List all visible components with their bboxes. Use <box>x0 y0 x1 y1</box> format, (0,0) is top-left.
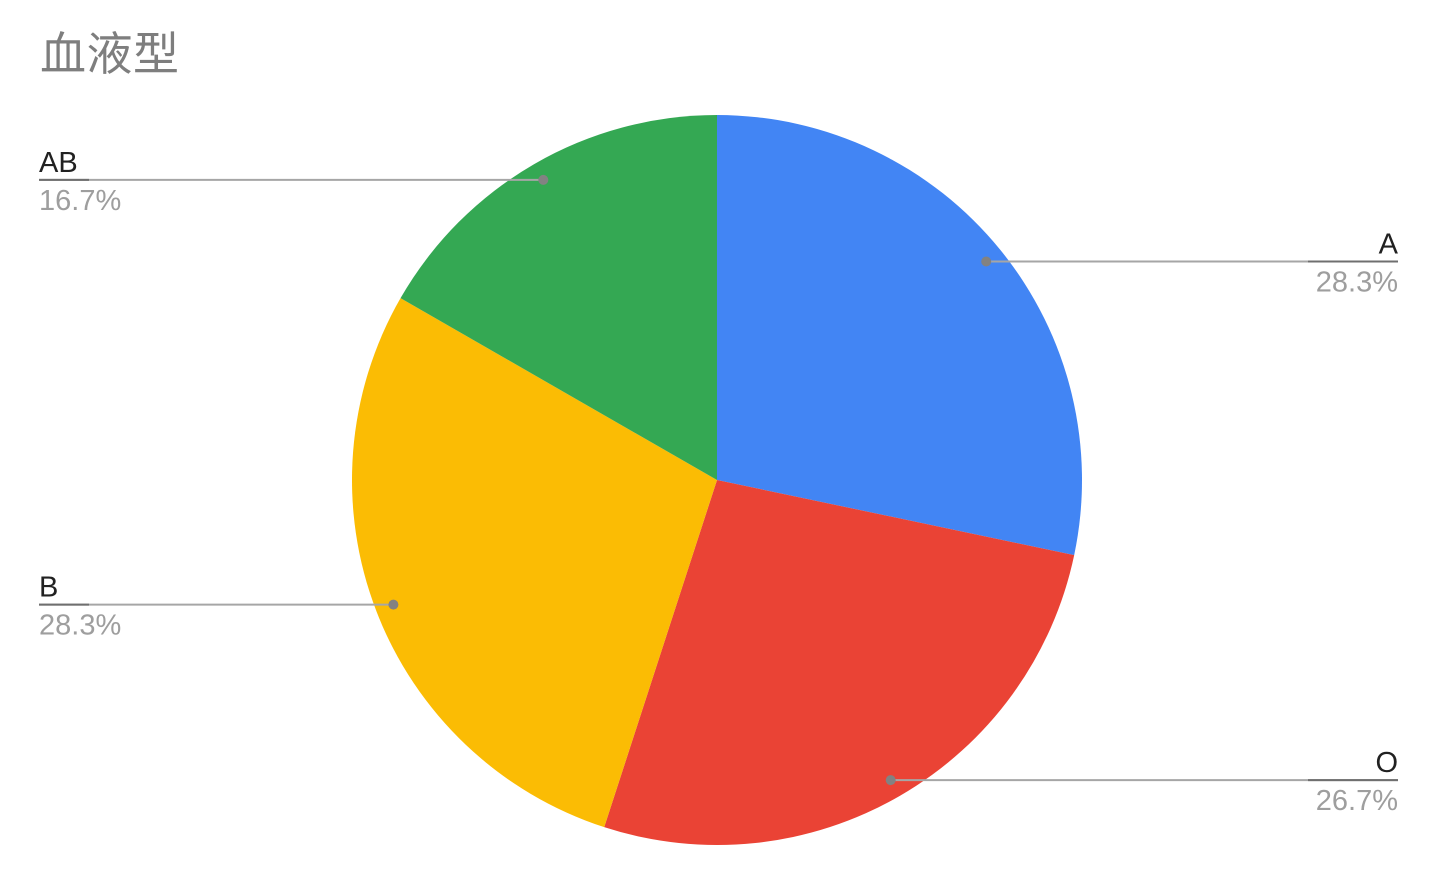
chart-title: 血液型 <box>40 28 180 80</box>
slice-percent-label: 16.7% <box>39 185 121 217</box>
slice-name-label: AB <box>39 147 78 179</box>
callout-dot <box>388 599 399 610</box>
pie-slice-B[interactable] <box>351 298 717 828</box>
callout-dot <box>981 256 992 267</box>
slice-percent-label: 28.3% <box>39 610 121 642</box>
slice-name-label: A <box>1379 229 1399 261</box>
pie-slice-O[interactable] <box>604 480 1075 846</box>
slice-name-label: O <box>1375 747 1398 779</box>
slice-name-label: B <box>39 572 58 604</box>
pie-slice-AB[interactable] <box>400 115 717 480</box>
callout-dot <box>538 174 549 185</box>
slice-percent-label: 28.3% <box>1316 267 1398 299</box>
pie-slice-A[interactable] <box>717 115 1082 556</box>
callout-dot <box>885 775 896 786</box>
slice-percent-label: 26.7% <box>1316 785 1398 817</box>
